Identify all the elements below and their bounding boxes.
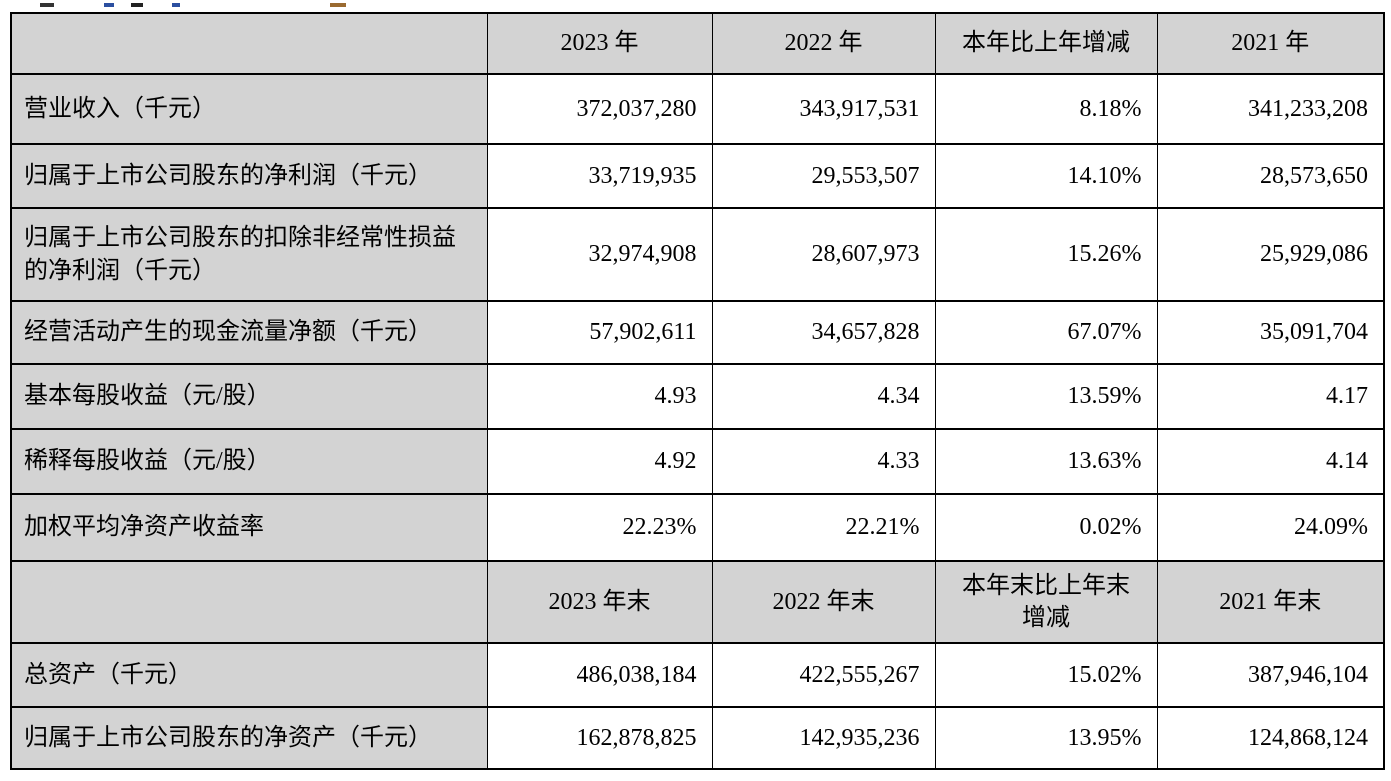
table-row-weighted-avg-roe: 加权平均净资产收益率 22.23% 22.21% 0.02% 24.09% bbox=[10, 493, 1385, 562]
header-cell-2021-end: 2021 年末 bbox=[1156, 560, 1385, 644]
value-cell: 4.93 bbox=[486, 363, 713, 430]
value-cell: 35,091,704 bbox=[1156, 300, 1385, 365]
value-cell: 24.09% bbox=[1156, 493, 1385, 562]
header-cell-2022: 2022 年 bbox=[711, 12, 936, 75]
header-cell-2021: 2021 年 bbox=[1156, 12, 1385, 75]
table-row-basic-eps: 基本每股收益（元/股） 4.93 4.34 13.59% 4.17 bbox=[10, 363, 1385, 430]
table-row-net-profit-excl-nonrecurring: 归属于上市公司股东的扣除非经常性损益的净利润（千元） 32,974,908 28… bbox=[10, 207, 1385, 302]
header-cell-yoy-end-change: 本年末比上年末增减 bbox=[934, 560, 1158, 644]
cropped-text-artifact bbox=[0, 0, 1391, 8]
value-cell: 422,555,267 bbox=[711, 642, 936, 708]
row-label-cell: 营业收入（千元） bbox=[10, 73, 488, 145]
value-cell: 4.17 bbox=[1156, 363, 1385, 430]
value-cell: 13.95% bbox=[934, 706, 1158, 770]
table-row-net-assets: 归属于上市公司股东的净资产（千元） 162,878,825 142,935,23… bbox=[10, 706, 1385, 770]
year-end-header-row: 2023 年末 2022 年末 本年末比上年末增减 2021 年末 bbox=[10, 560, 1385, 644]
value-cell: 33,719,935 bbox=[486, 143, 713, 209]
value-cell: 22.21% bbox=[711, 493, 936, 562]
value-cell: 14.10% bbox=[934, 143, 1158, 209]
value-cell: 162,878,825 bbox=[486, 706, 713, 770]
cropped-text-mark bbox=[40, 3, 54, 7]
value-cell: 15.02% bbox=[934, 642, 1158, 708]
value-cell: 341,233,208 bbox=[1156, 73, 1385, 145]
value-cell: 15.26% bbox=[934, 207, 1158, 302]
value-cell: 67.07% bbox=[934, 300, 1158, 365]
table-row-revenue: 营业收入（千元） 372,037,280 343,917,531 8.18% 3… bbox=[10, 73, 1385, 145]
row-label-cell: 归属于上市公司股东的扣除非经常性损益的净利润（千元） bbox=[10, 207, 488, 302]
cropped-text-mark bbox=[131, 3, 143, 7]
table-row-diluted-eps: 稀释每股收益（元/股） 4.92 4.33 13.63% 4.14 bbox=[10, 428, 1385, 495]
row-label-cell: 归属于上市公司股东的净资产（千元） bbox=[10, 706, 488, 770]
value-cell: 32,974,908 bbox=[486, 207, 713, 302]
row-label-cell: 经营活动产生的现金流量净额（千元） bbox=[10, 300, 488, 365]
value-cell: 13.63% bbox=[934, 428, 1158, 495]
row-label-cell: 加权平均净资产收益率 bbox=[10, 493, 488, 562]
header-cell-blank bbox=[10, 12, 488, 75]
financial-summary-table: 2023 年 2022 年 本年比上年增减 2021 年 营业收入（千元） 37… bbox=[10, 12, 1385, 770]
value-cell: 34,657,828 bbox=[711, 300, 936, 365]
value-cell: 4.92 bbox=[486, 428, 713, 495]
value-cell: 124,868,124 bbox=[1156, 706, 1385, 770]
value-cell: 13.59% bbox=[934, 363, 1158, 430]
row-label-cell: 总资产（千元） bbox=[10, 642, 488, 708]
value-cell: 372,037,280 bbox=[486, 73, 713, 145]
value-cell: 0.02% bbox=[934, 493, 1158, 562]
value-cell: 4.33 bbox=[711, 428, 936, 495]
value-cell: 343,917,531 bbox=[711, 73, 936, 145]
header-wrapped-label: 本年末比上年末增减 bbox=[962, 572, 1130, 631]
row-label-cell: 归属于上市公司股东的净利润（千元） bbox=[10, 143, 488, 209]
header-cell-2022-end: 2022 年末 bbox=[711, 560, 936, 644]
value-cell: 8.18% bbox=[934, 73, 1158, 145]
value-cell: 486,038,184 bbox=[486, 642, 713, 708]
value-cell: 4.14 bbox=[1156, 428, 1385, 495]
header-cell-2023-end: 2023 年末 bbox=[486, 560, 713, 644]
row-label-cell: 稀释每股收益（元/股） bbox=[10, 428, 488, 495]
row-label-cell: 基本每股收益（元/股） bbox=[10, 363, 488, 430]
value-cell: 142,935,236 bbox=[711, 706, 936, 770]
value-cell: 29,553,507 bbox=[711, 143, 936, 209]
table-row-net-profit: 归属于上市公司股东的净利润（千元） 33,719,935 29,553,507 … bbox=[10, 143, 1385, 209]
cropped-text-mark bbox=[330, 3, 346, 7]
value-cell: 57,902,611 bbox=[486, 300, 713, 365]
table-row-operating-cash-flow: 经营活动产生的现金流量净额（千元） 57,902,611 34,657,828 … bbox=[10, 300, 1385, 365]
value-cell: 25,929,086 bbox=[1156, 207, 1385, 302]
cropped-text-mark bbox=[104, 3, 114, 7]
cropped-text-mark bbox=[172, 3, 180, 7]
table-row-total-assets: 总资产（千元） 486,038,184 422,555,267 15.02% 3… bbox=[10, 642, 1385, 708]
header-cell-yoy-change: 本年比上年增减 bbox=[934, 12, 1158, 75]
annual-header-row: 2023 年 2022 年 本年比上年增减 2021 年 bbox=[10, 12, 1385, 75]
value-cell: 28,607,973 bbox=[711, 207, 936, 302]
header-cell-blank-2 bbox=[10, 560, 488, 644]
value-cell: 387,946,104 bbox=[1156, 642, 1385, 708]
header-cell-2023: 2023 年 bbox=[486, 12, 713, 75]
value-cell: 28,573,650 bbox=[1156, 143, 1385, 209]
value-cell: 4.34 bbox=[711, 363, 936, 430]
value-cell: 22.23% bbox=[486, 493, 713, 562]
